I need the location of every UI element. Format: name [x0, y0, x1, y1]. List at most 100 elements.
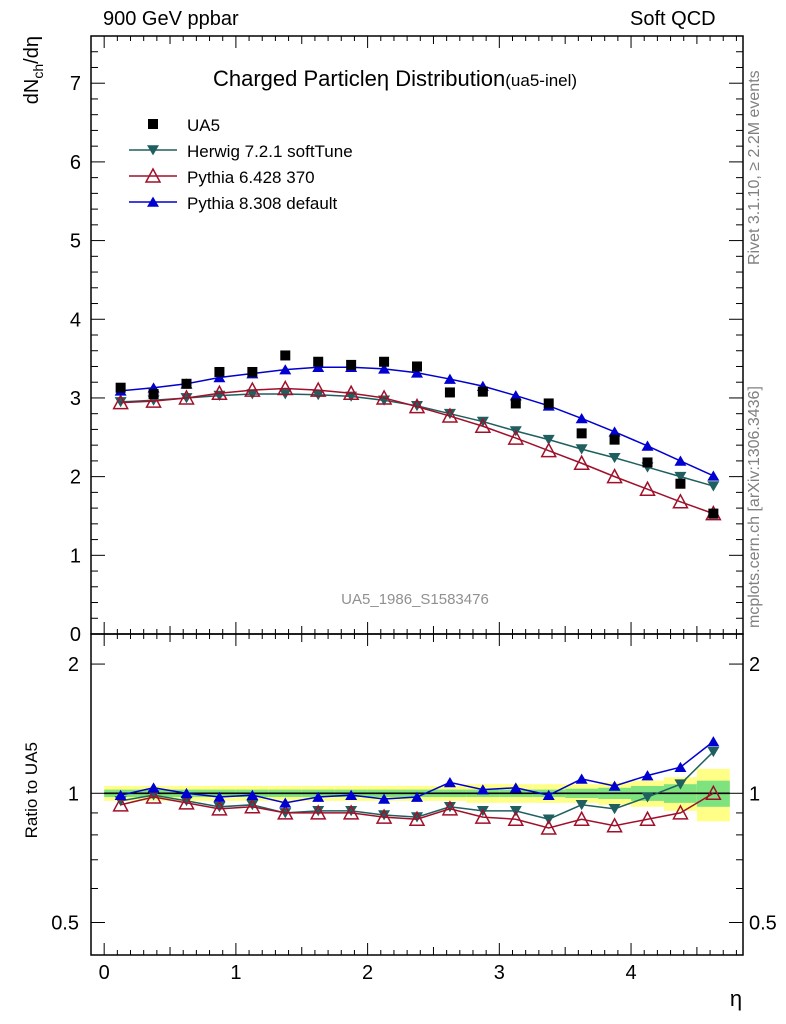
ratio-data-point [608, 804, 621, 815]
header-right: Soft QCD [630, 8, 716, 30]
data-point [641, 440, 654, 451]
ratio-data-point [575, 800, 588, 811]
data-point [312, 390, 325, 401]
data-point [213, 372, 226, 383]
ratio-y-tick-label-right: 0.5 [749, 912, 777, 934]
data-point [178, 389, 195, 405]
data-point [375, 389, 393, 405]
legend-marker [148, 119, 158, 129]
ratio-data-point [474, 808, 492, 824]
ratio-data-point [573, 810, 590, 826]
data-point [507, 429, 525, 445]
ratio-data-point [345, 806, 358, 817]
ratio-data-point [178, 794, 195, 810]
ratio-data-point [147, 782, 160, 793]
ratio-y-tick-label: 2 [68, 654, 79, 676]
data-point [642, 457, 653, 468]
x-tick-label: 2 [362, 962, 373, 984]
data-point [408, 398, 426, 414]
data-point [148, 389, 159, 400]
x-tick-label: 1 [230, 962, 241, 984]
ratio-data-point [540, 819, 557, 835]
data-point [443, 408, 456, 420]
ratio-y-tick-label-right: 2 [749, 654, 760, 676]
ratio-data-point [674, 761, 687, 773]
ratio-data-point [606, 817, 623, 833]
data-point [246, 389, 259, 400]
ratio-data-point [277, 804, 294, 820]
data-point [441, 407, 459, 423]
data-point [674, 471, 687, 483]
data-point [115, 382, 126, 393]
data-point [312, 361, 325, 373]
rivet-label: Rivet 3.1.10, ≥ 2.2M events [746, 70, 763, 265]
ratio-data-point [408, 810, 426, 826]
data-point [608, 452, 621, 464]
ratio-data-point [672, 804, 689, 820]
data-point [443, 373, 456, 384]
data-point [342, 384, 360, 400]
data-point [279, 364, 292, 375]
ratio-y-axis-label: Ratio to UA5 [22, 742, 41, 838]
ratio-data-point [147, 790, 160, 801]
ratio-data-point [246, 789, 259, 800]
data-point [444, 387, 455, 398]
ratio-data-point [411, 812, 423, 823]
ratio-data-point [707, 736, 720, 747]
ratio-data-point [246, 800, 259, 811]
y-tick-label: 0 [70, 624, 81, 646]
ratio-data-point [114, 789, 127, 800]
chart-title: Charged Particleη Distribution(ua5-inel) [213, 66, 577, 91]
data-point [181, 378, 192, 389]
ratio-series-line [120, 792, 714, 829]
ratio-data-point [312, 806, 325, 817]
ratio-data-point [279, 797, 292, 808]
data-point [608, 426, 621, 437]
series-line [120, 387, 714, 515]
legend-marker [147, 196, 159, 207]
legend-label: Pythia 8.308 default [187, 194, 338, 213]
data-point [309, 381, 327, 397]
ratio-data-point [345, 789, 358, 800]
y-tick-label: 3 [70, 388, 81, 410]
x-axis-label: η [730, 986, 742, 1011]
data-point [510, 398, 521, 409]
data-point [214, 366, 225, 377]
ratio-data-point [507, 810, 525, 826]
x-tick-label: 3 [494, 962, 505, 984]
data-point [509, 390, 522, 401]
data-point [674, 455, 687, 466]
ratio-data-point [112, 796, 129, 812]
watermark-label: UA5_1986_S1583476 [341, 591, 489, 608]
ratio-data-point [378, 810, 391, 821]
data-point [211, 384, 228, 400]
x-tick-label: 0 [99, 962, 110, 984]
y-tick-label: 1 [70, 545, 81, 567]
data-point [575, 444, 588, 455]
ratio-data-point [641, 770, 654, 781]
data-point [112, 394, 129, 410]
ratio-data-point [309, 804, 327, 820]
data-point [708, 508, 719, 519]
ratio-data-point [542, 789, 555, 800]
data-point [378, 363, 391, 374]
data-point [247, 366, 258, 377]
legend-marker [147, 145, 159, 156]
data-point [379, 356, 390, 367]
data-point [542, 434, 555, 446]
legend-label: Pythia 6.428 370 [187, 168, 315, 187]
data-point [145, 392, 162, 408]
data-point [606, 468, 623, 484]
series-line [120, 366, 714, 477]
data-point [576, 428, 587, 439]
ratio-panel-frame [90, 633, 744, 956]
legend-label: UA5 [187, 116, 220, 135]
y-tick-label: 6 [70, 152, 81, 174]
y-axis-label: dNch/dη [21, 36, 46, 104]
ratio-data-point [342, 804, 360, 820]
ratio-data-point [378, 793, 391, 804]
legend-label: Herwig 7.2.1 softTune [187, 142, 353, 161]
data-point [477, 386, 488, 397]
data-point [540, 442, 557, 458]
